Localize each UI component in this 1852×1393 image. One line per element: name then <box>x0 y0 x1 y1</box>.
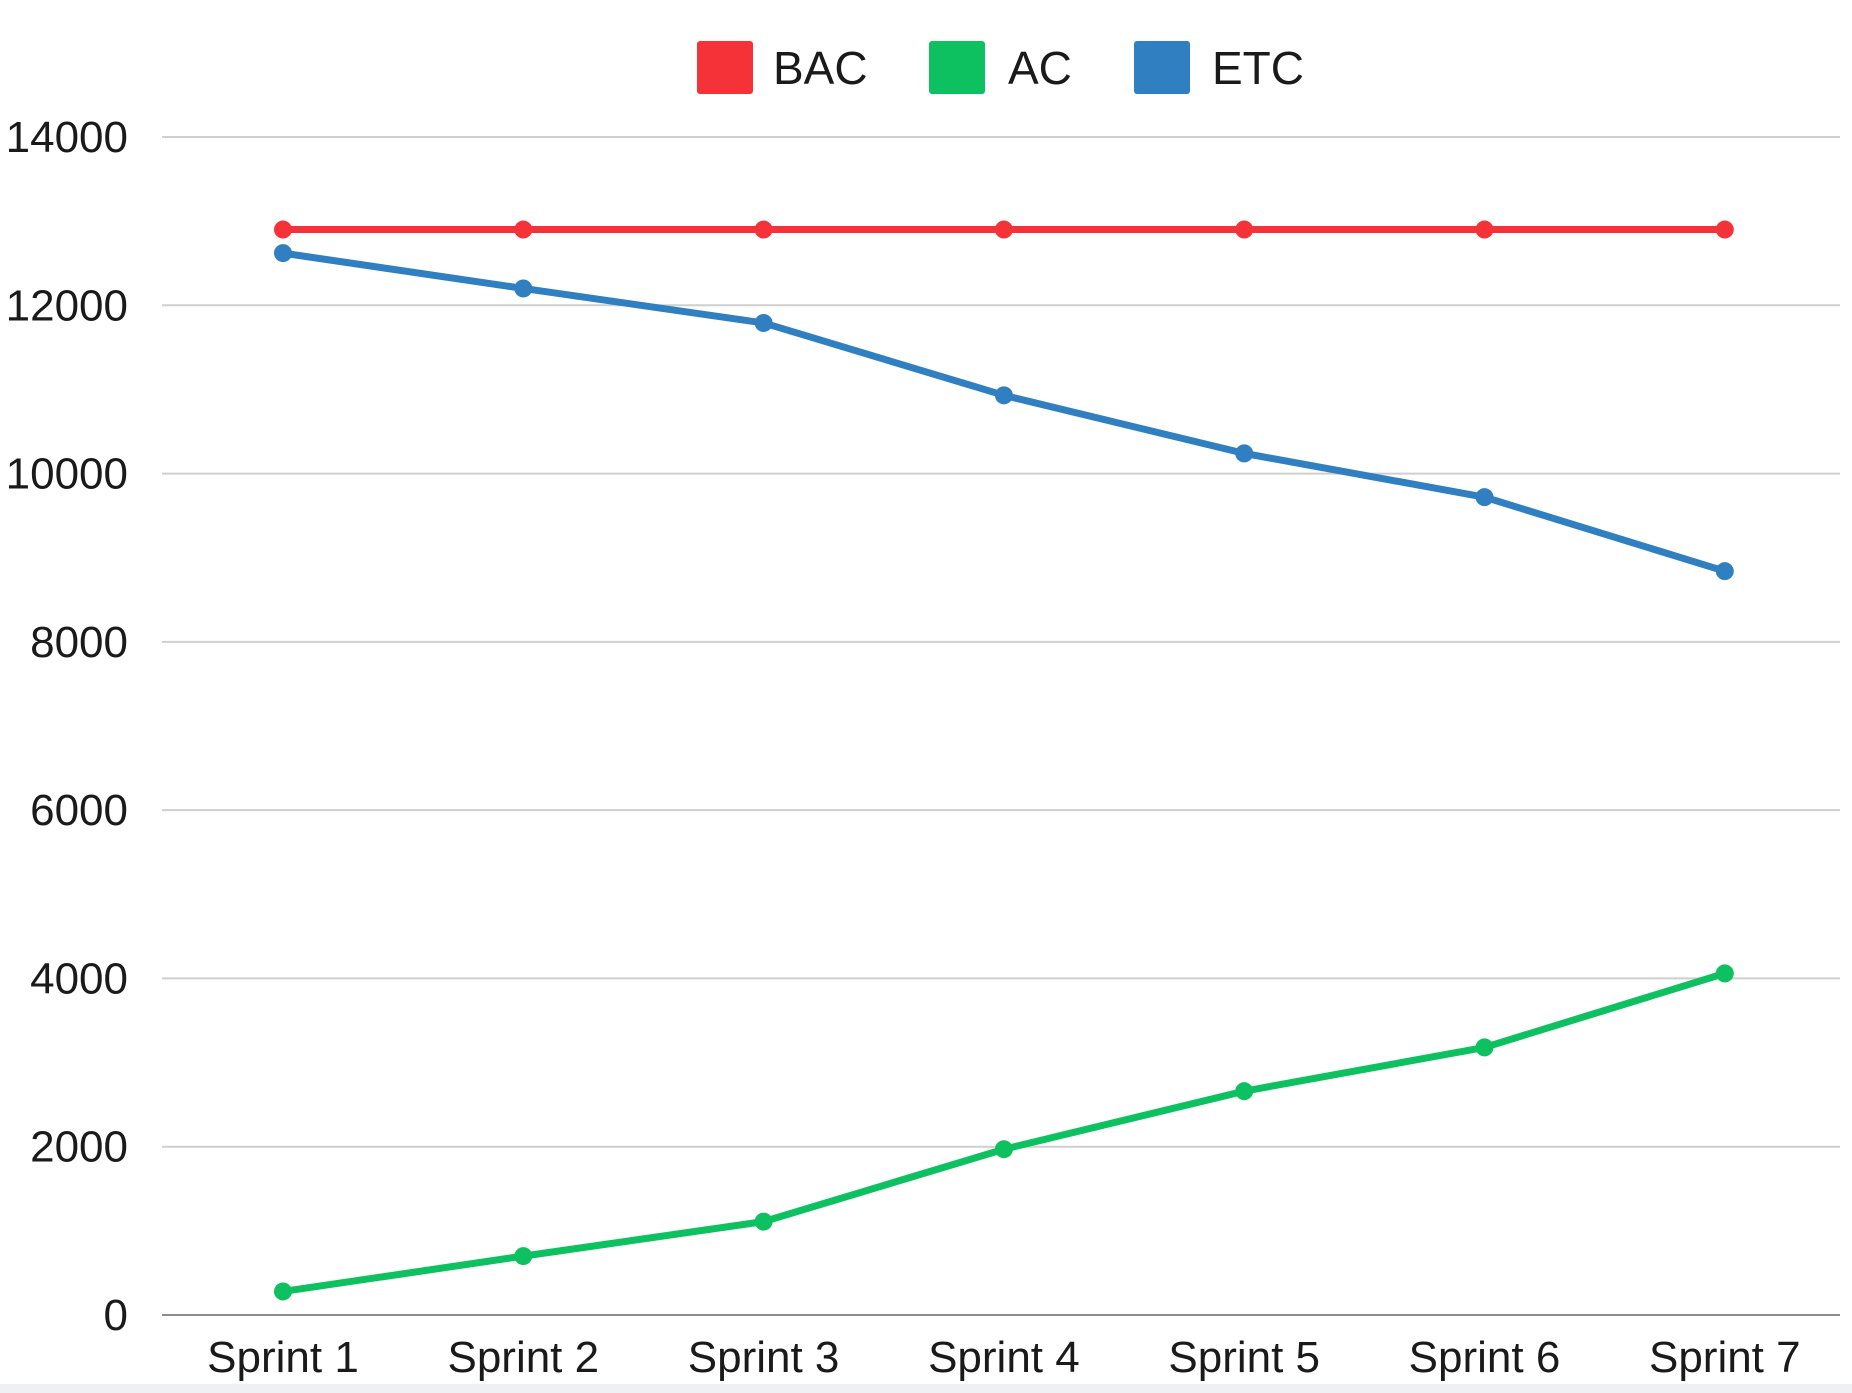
y-tick-label: 8000 <box>30 618 128 667</box>
data-point <box>1715 562 1734 581</box>
gridlines <box>162 136 1840 1148</box>
y-tick-label: 6000 <box>30 786 128 835</box>
x-tick-label: Sprint 2 <box>447 1333 599 1382</box>
series-ac <box>274 964 1734 1301</box>
legend-label: ETC <box>1212 42 1304 94</box>
data-point <box>274 244 292 263</box>
data-point <box>274 220 292 239</box>
x-tick-label: Sprint 1 <box>207 1333 359 1382</box>
data-point <box>994 386 1013 405</box>
legend-item-ac[interactable]: AC <box>929 41 1072 94</box>
data-point <box>1715 964 1734 983</box>
data-point <box>1475 220 1494 239</box>
legend-swatch <box>929 41 985 94</box>
legend-item-bac[interactable]: BAC <box>697 41 868 94</box>
data-point <box>1235 444 1254 463</box>
bottom-strip <box>0 1384 1852 1393</box>
legend-label: BAC <box>773 42 868 94</box>
legend: BAC AC ETC <box>697 41 1304 94</box>
x-tick-label: Sprint 4 <box>928 1333 1080 1382</box>
data-point <box>994 1140 1013 1159</box>
y-tick-label: 0 <box>104 1291 128 1340</box>
series-line <box>279 969 1729 1295</box>
data-point <box>1715 220 1734 239</box>
legend-swatch <box>1134 41 1190 94</box>
legend-swatch <box>697 41 753 94</box>
y-tick-label: 14000 <box>6 113 128 162</box>
data-point <box>274 1282 292 1301</box>
x-axis-tick-labels: Sprint 1 Sprint 2 Sprint 3 Sprint 4 Sprint 5… <box>207 1333 1800 1382</box>
data-point <box>1235 220 1254 239</box>
series-etc <box>274 244 1734 581</box>
y-tick-label: 4000 <box>30 954 128 1003</box>
series-bac <box>274 220 1734 239</box>
data-point <box>1475 1038 1494 1057</box>
data-point <box>514 279 533 298</box>
data-point <box>514 1247 533 1266</box>
x-tick-label: Sprint 3 <box>688 1333 840 1382</box>
x-tick-label: Sprint 7 <box>1649 1333 1801 1382</box>
data-point <box>1235 1082 1254 1101</box>
y-axis-tick-labels: 0 2000 4000 6000 8000 10000 12000 14000 <box>6 113 128 1340</box>
x-tick-label: Sprint 5 <box>1168 1333 1320 1382</box>
data-point <box>754 313 773 332</box>
data-point <box>754 220 773 239</box>
data-point <box>514 220 533 239</box>
legend-item-etc[interactable]: ETC <box>1134 41 1304 94</box>
series-line <box>279 249 1729 575</box>
y-tick-label: 12000 <box>6 281 128 330</box>
data-point <box>1475 488 1494 507</box>
y-tick-label: 10000 <box>6 450 128 499</box>
y-tick-label: 2000 <box>30 1123 128 1172</box>
legend-label: AC <box>1008 42 1072 94</box>
data-point <box>994 220 1013 239</box>
series-lines <box>274 220 1734 1301</box>
x-tick-label: Sprint 6 <box>1409 1333 1561 1382</box>
data-point <box>754 1212 773 1231</box>
